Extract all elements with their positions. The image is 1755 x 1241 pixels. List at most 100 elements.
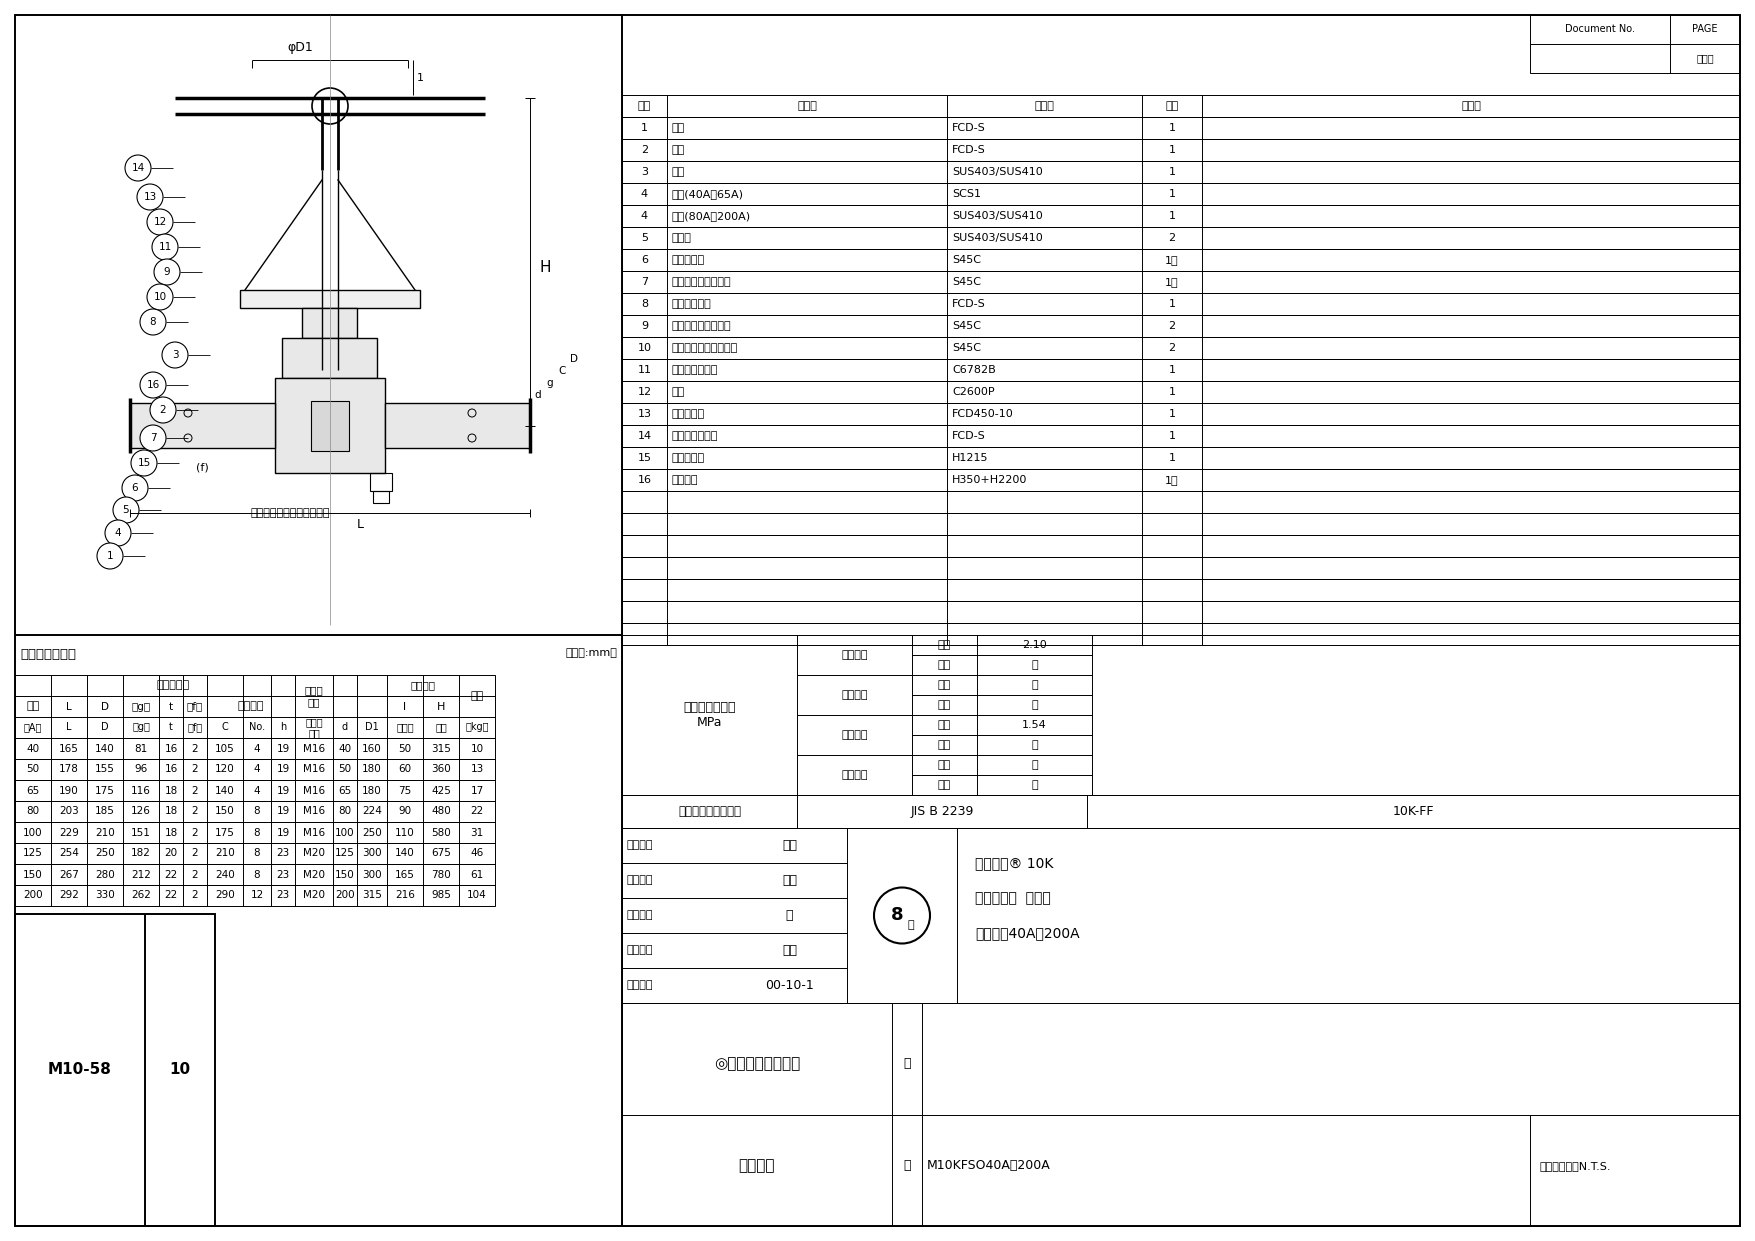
Circle shape — [125, 155, 151, 181]
Text: 1: 1 — [1169, 168, 1176, 177]
Text: 弁箱耐圧: 弁箱耐圧 — [841, 650, 867, 660]
Bar — [240, 290, 419, 308]
Text: 1組: 1組 — [1165, 475, 1179, 485]
Text: 承　認：: 承 認： — [627, 946, 653, 956]
Text: フランジ形  仕切弁: フランジ形 仕切弁 — [976, 891, 1051, 905]
Text: 46: 46 — [470, 849, 484, 859]
Text: l: l — [404, 701, 407, 711]
Text: －: － — [1032, 740, 1037, 750]
Text: 1: 1 — [1169, 123, 1176, 133]
Text: 190: 190 — [60, 786, 79, 795]
Text: C: C — [558, 366, 565, 376]
Text: 呼び: 呼び — [26, 701, 40, 711]
Text: 65: 65 — [339, 786, 351, 795]
Text: （g）: （g） — [132, 722, 149, 732]
Text: 弁棒: 弁棒 — [672, 168, 684, 177]
Text: 80: 80 — [26, 807, 40, 817]
Text: 弁箱気密: 弁箱気密 — [841, 690, 867, 700]
Bar — [621, 424, 1739, 447]
Text: 155: 155 — [95, 764, 114, 774]
Text: 16: 16 — [165, 764, 177, 774]
Text: M16: M16 — [304, 807, 325, 817]
Bar — [621, 447, 1739, 469]
Text: C: C — [221, 722, 228, 732]
Text: 15: 15 — [137, 458, 151, 468]
Bar — [16, 800, 495, 822]
Text: 2: 2 — [1169, 233, 1176, 243]
Text: 11: 11 — [158, 242, 172, 252]
Text: 2: 2 — [191, 849, 198, 859]
Bar — [302, 308, 358, 338]
Bar — [370, 473, 391, 491]
Text: 20: 20 — [165, 849, 177, 859]
Text: 2: 2 — [160, 405, 167, 414]
Text: H350+H2200: H350+H2200 — [951, 475, 1027, 485]
Text: 105: 105 — [216, 743, 235, 753]
Text: 座金: 座金 — [672, 387, 684, 397]
Text: 8: 8 — [254, 828, 260, 838]
Bar — [621, 359, 1739, 381]
Text: リフト: リフト — [397, 722, 414, 732]
Bar — [621, 381, 1739, 403]
Text: 4: 4 — [254, 743, 260, 753]
Text: 985: 985 — [432, 891, 451, 901]
Text: 1: 1 — [416, 73, 423, 83]
Text: 23: 23 — [276, 891, 290, 901]
Text: 182: 182 — [132, 849, 151, 859]
Text: t: t — [168, 701, 174, 711]
Text: 250: 250 — [95, 849, 114, 859]
Text: 40: 40 — [26, 743, 40, 753]
Text: 審　査：: 審 査： — [627, 911, 653, 921]
Text: 210: 210 — [95, 828, 114, 838]
Text: (f): (f) — [197, 463, 209, 473]
Text: 2: 2 — [641, 145, 648, 155]
Text: 224: 224 — [362, 807, 383, 817]
Text: パッキン押えボルト: パッキン押えボルト — [672, 321, 732, 331]
Text: 空圧: 空圧 — [937, 660, 951, 670]
Text: C2600P: C2600P — [951, 387, 995, 397]
Bar — [621, 249, 1739, 271]
Text: ふたボルト用ナット: ふたボルト用ナット — [672, 277, 732, 287]
Circle shape — [140, 424, 167, 450]
Text: 1: 1 — [1169, 453, 1176, 463]
Text: 300: 300 — [362, 870, 383, 880]
Text: 240: 240 — [216, 870, 235, 880]
Bar — [16, 675, 495, 738]
Text: 3: 3 — [172, 350, 179, 360]
Text: 水圧: 水圧 — [937, 640, 951, 650]
Circle shape — [161, 343, 188, 369]
Text: 65: 65 — [26, 786, 40, 795]
Text: 126: 126 — [132, 807, 151, 817]
Text: －: － — [1032, 759, 1037, 769]
Text: 14: 14 — [132, 163, 144, 172]
Text: C6782B: C6782B — [951, 365, 995, 375]
Circle shape — [149, 397, 176, 423]
Text: 90: 90 — [398, 807, 412, 817]
Text: D1: D1 — [365, 722, 379, 732]
Text: L: L — [67, 722, 72, 732]
Text: （単位:mm）: （単位:mm） — [565, 648, 618, 658]
Text: －: － — [1032, 680, 1037, 690]
Text: 2: 2 — [191, 891, 198, 901]
Text: 10: 10 — [153, 292, 167, 302]
Text: 6: 6 — [132, 483, 139, 493]
Text: 品番: 品番 — [637, 101, 651, 110]
Bar — [621, 338, 1739, 359]
Text: 8: 8 — [254, 849, 260, 859]
Text: 780: 780 — [432, 870, 451, 880]
Text: 全開: 全開 — [435, 722, 448, 732]
Text: 弁座漏れ: 弁座漏れ — [841, 730, 867, 740]
Text: 61: 61 — [470, 870, 484, 880]
Bar — [621, 315, 1739, 338]
Circle shape — [132, 450, 156, 477]
Bar — [621, 1003, 1739, 1226]
Text: 280: 280 — [95, 870, 114, 880]
Text: M20: M20 — [304, 849, 325, 859]
Text: 300: 300 — [362, 849, 383, 859]
Text: 19: 19 — [276, 764, 290, 774]
Text: 1.54: 1.54 — [1021, 720, 1048, 730]
Text: 検　図：: 検 図： — [627, 875, 653, 886]
Text: 8: 8 — [149, 316, 156, 326]
Bar — [621, 469, 1739, 491]
Text: 203: 203 — [60, 807, 79, 817]
